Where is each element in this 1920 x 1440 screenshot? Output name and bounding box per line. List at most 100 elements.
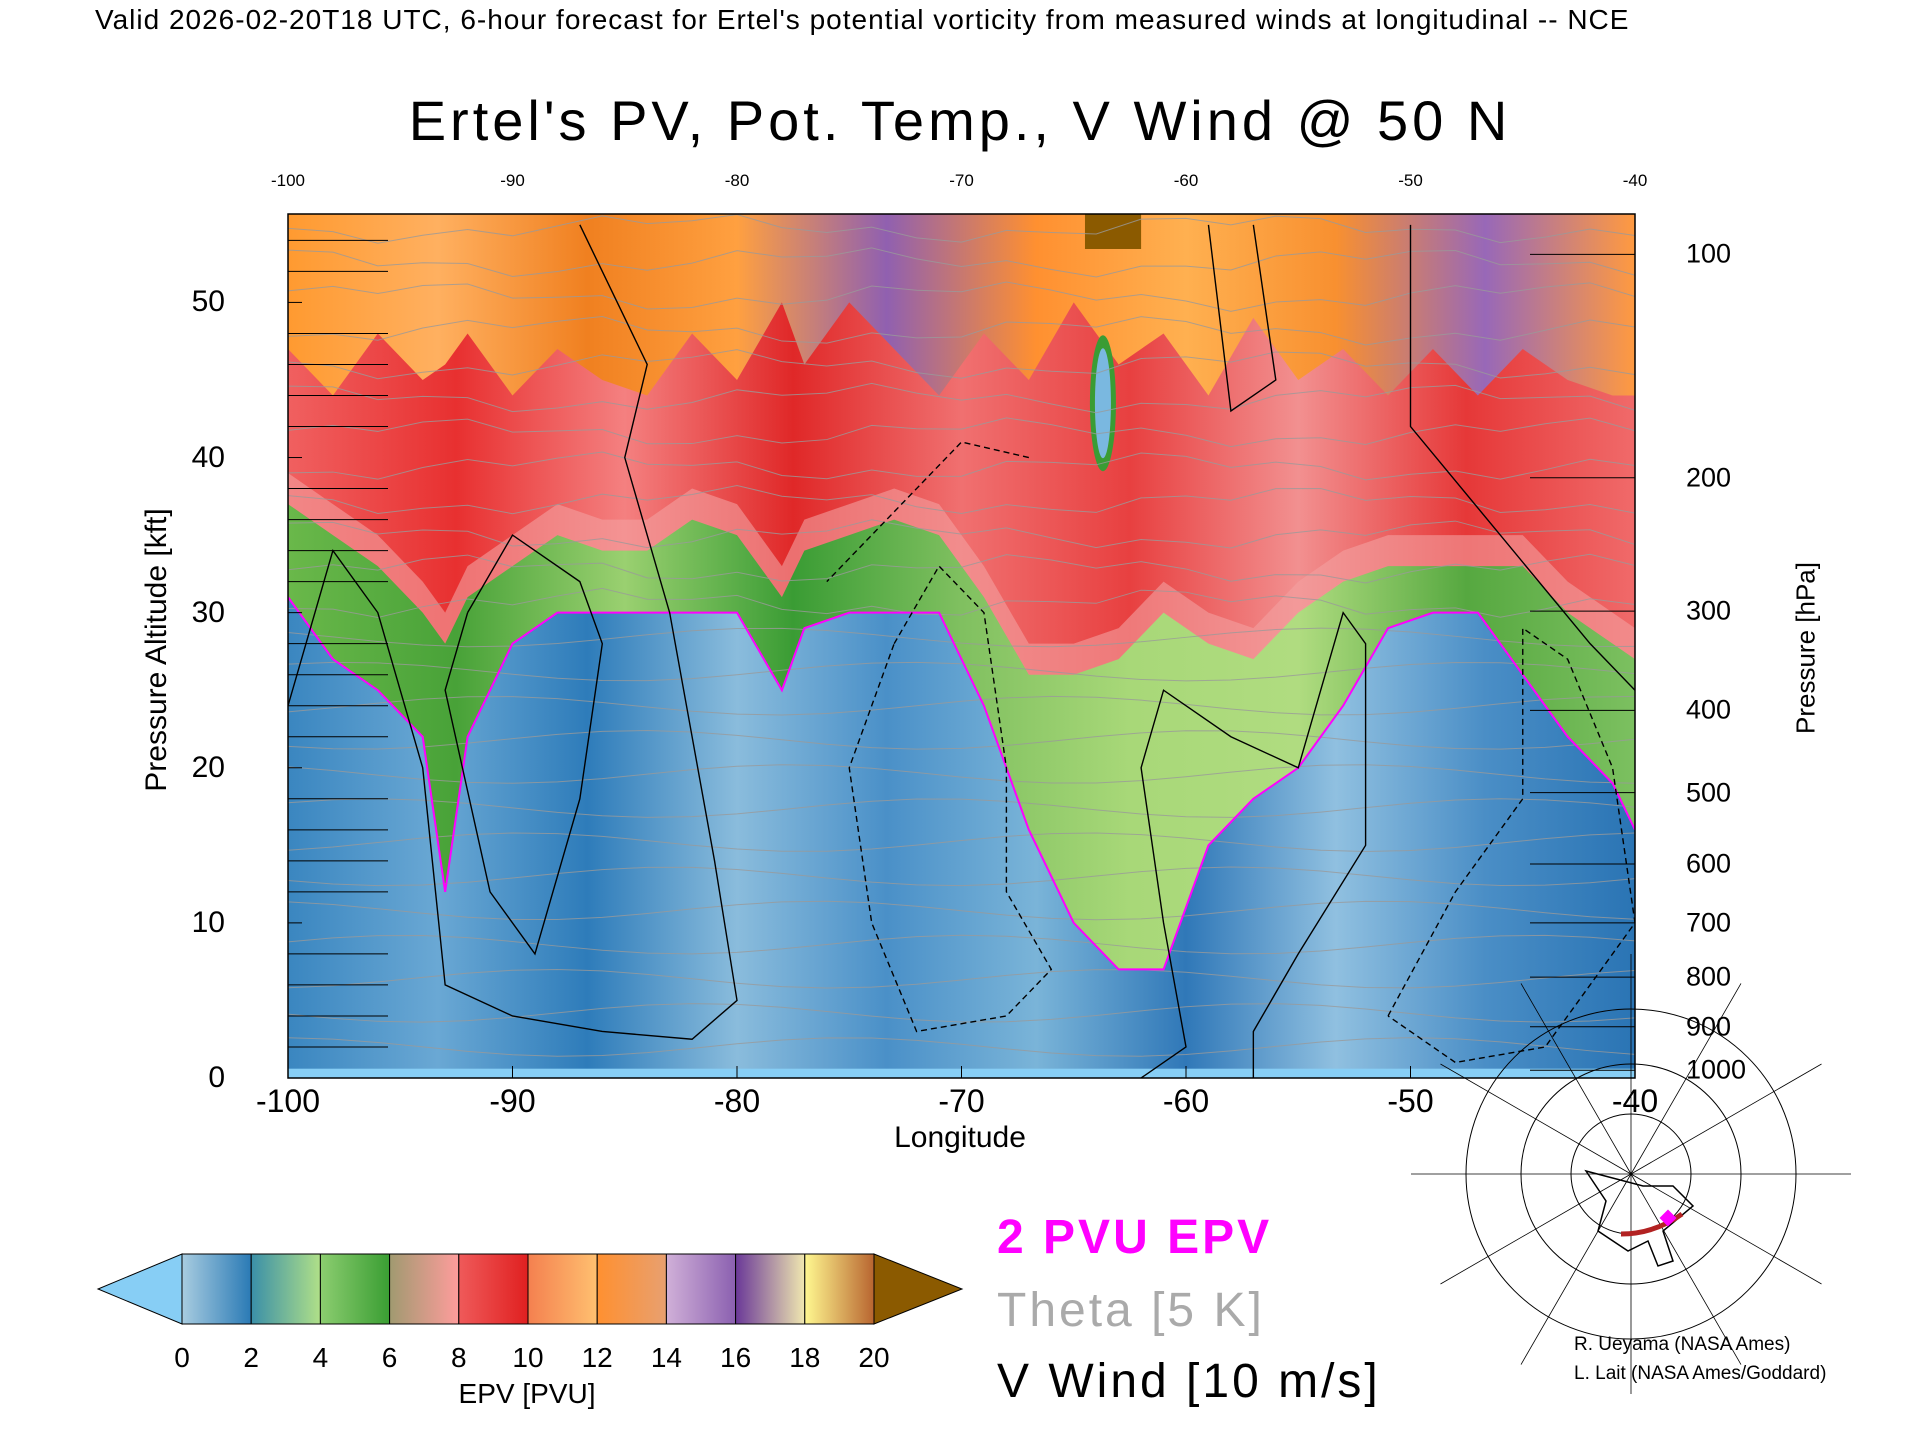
theta-contour <box>288 553 1635 584</box>
pressure-tick-label: 100 <box>1686 238 1732 269</box>
colorbar-band <box>250 1253 321 1325</box>
field-layer <box>288 214 1635 1078</box>
theta-contour <box>288 832 1635 853</box>
map-meridian <box>1630 1063 1822 1175</box>
colorbar-tick-label: 2 <box>243 1342 259 1373</box>
theta-contour <box>288 451 1635 481</box>
theta-contour <box>288 695 1635 716</box>
colorbar-tick-label: 10 <box>512 1342 544 1373</box>
y-axis-label: Pressure Altitude [kft] <box>140 508 173 792</box>
epv-anomaly <box>1094 348 1111 459</box>
x-tick-label: -90 <box>489 1083 536 1119</box>
x-tick-label: -80 <box>713 1083 761 1119</box>
theta-contour <box>288 484 1635 515</box>
locator-map-icon <box>1411 954 1851 1394</box>
map-track <box>1620 1211 1684 1237</box>
top-x-tick-label: -50 <box>1398 171 1423 190</box>
colorbar-band <box>804 1253 875 1325</box>
theta-contour <box>288 798 1635 818</box>
colorbar-tick-label: 12 <box>581 1342 613 1373</box>
legend-theta: Theta [5 K] <box>997 1284 1265 1337</box>
v-wind-contour <box>1140 611 1367 1078</box>
map-meridian <box>1520 983 1632 1175</box>
map-meridian <box>1440 1173 1632 1285</box>
colorbar-tick-label: 8 <box>451 1342 467 1373</box>
theta-contour <box>288 934 1635 955</box>
page-title: Valid 2026-02-20T18 UTC, 6-hour forecast… <box>95 4 1630 35</box>
colorbar-band <box>527 1253 598 1325</box>
epv-field-over <box>1084 214 1142 249</box>
chart-title: Ertel's PV, Pot. Temp., V Wind @ 50 N <box>408 89 1512 152</box>
pressure-tick-label: 800 <box>1686 961 1732 992</box>
y-tick-label: 40 <box>191 440 225 474</box>
theta-contour <box>288 627 1635 648</box>
credit-line: L. Lait (NASA Ames/Goddard) <box>1574 1363 1827 1384</box>
colorbar-band <box>181 1253 252 1325</box>
v-wind-contour <box>288 224 738 1040</box>
pressure-tick-label: 200 <box>1686 462 1732 493</box>
top-x-tick-label: -80 <box>724 171 750 190</box>
theta-contour <box>288 661 1635 682</box>
colorbar-label: EPV [PVU] <box>458 1378 596 1409</box>
v-wind-contour <box>848 564 1053 1033</box>
map-coastline <box>1584 1169 1695 1267</box>
colorbar-tick-label: 16 <box>720 1342 752 1373</box>
theta-contour <box>288 764 1635 784</box>
pressure-tick-label: 500 <box>1686 777 1732 808</box>
legend-2pvu: 2 PVU EPV <box>997 1211 1273 1264</box>
v-wind-contour <box>444 534 604 956</box>
pressure-tick-label: 400 <box>1686 694 1732 725</box>
epv-field-0-2 <box>288 597 1635 1078</box>
theta-contour <box>288 519 1635 549</box>
x-tick-label: -40 <box>1611 1083 1659 1119</box>
colorbar-band <box>458 1253 529 1325</box>
x-tick-label: -70 <box>938 1083 985 1119</box>
pressure-tick-label: 300 <box>1686 595 1732 626</box>
colorbar-over-arrow <box>873 1253 964 1325</box>
colorbar-tick-label: 0 <box>174 1342 190 1373</box>
theta-contour <box>288 730 1635 750</box>
top-x-tick-label: -40 <box>1622 171 1648 190</box>
x-tick-label: -60 <box>1162 1083 1210 1119</box>
colorbar-band <box>389 1253 460 1325</box>
x-tick-label: -50 <box>1387 1083 1434 1119</box>
pressure-tick-label: 900 <box>1686 1011 1732 1042</box>
x-tick-label: -100 <box>255 1083 321 1119</box>
theta-contour <box>288 968 1635 989</box>
map-meridian <box>1630 983 1742 1175</box>
y-tick-label: 20 <box>191 750 225 784</box>
pressure-tick-label: 700 <box>1686 907 1732 938</box>
y2-axis-label: Pressure [hPa] <box>1790 562 1821 734</box>
colorbar-tick-label: 4 <box>312 1342 329 1373</box>
colorbar-band <box>665 1253 737 1325</box>
v-wind-contour <box>1207 224 1277 413</box>
y-tick-label: 30 <box>191 595 225 629</box>
map-meridian <box>1520 1173 1632 1365</box>
map-meridian <box>1440 1063 1632 1175</box>
colorbar-band <box>735 1253 806 1325</box>
pressure-tick-label: 1000 <box>1686 1054 1747 1085</box>
map-meridian <box>1630 1173 1822 1285</box>
map-background <box>1534 1149 1730 1297</box>
y-tick-label: 0 <box>208 1061 225 1094</box>
pv-2pvu-contour <box>288 596 1635 971</box>
map-meridian <box>1630 1173 1742 1365</box>
map-marker <box>1659 1209 1677 1227</box>
v-wind-contour <box>826 441 1030 583</box>
x-axis-label: Longitude <box>894 1121 1026 1154</box>
theta-contour <box>288 900 1635 921</box>
theta-contour <box>288 417 1635 448</box>
colorbar-band <box>319 1253 391 1325</box>
colorbar-tick-label: 6 <box>381 1342 398 1373</box>
credit-line: R. Ueyama (NASA Ames) <box>1574 1334 1791 1355</box>
colorbar-under-arrow <box>96 1253 183 1325</box>
theta-contour <box>288 587 1635 619</box>
colorbar-band <box>596 1253 667 1325</box>
theta-contour <box>288 866 1635 887</box>
v-wind-contour <box>1387 626 1635 1064</box>
colorbar-tick-label: 14 <box>650 1342 682 1373</box>
v-wind-contour <box>1409 224 1635 691</box>
top-x-tick-label: -100 <box>270 171 306 190</box>
legend-v-wind: V Wind [10 m/s] <box>997 1355 1381 1408</box>
